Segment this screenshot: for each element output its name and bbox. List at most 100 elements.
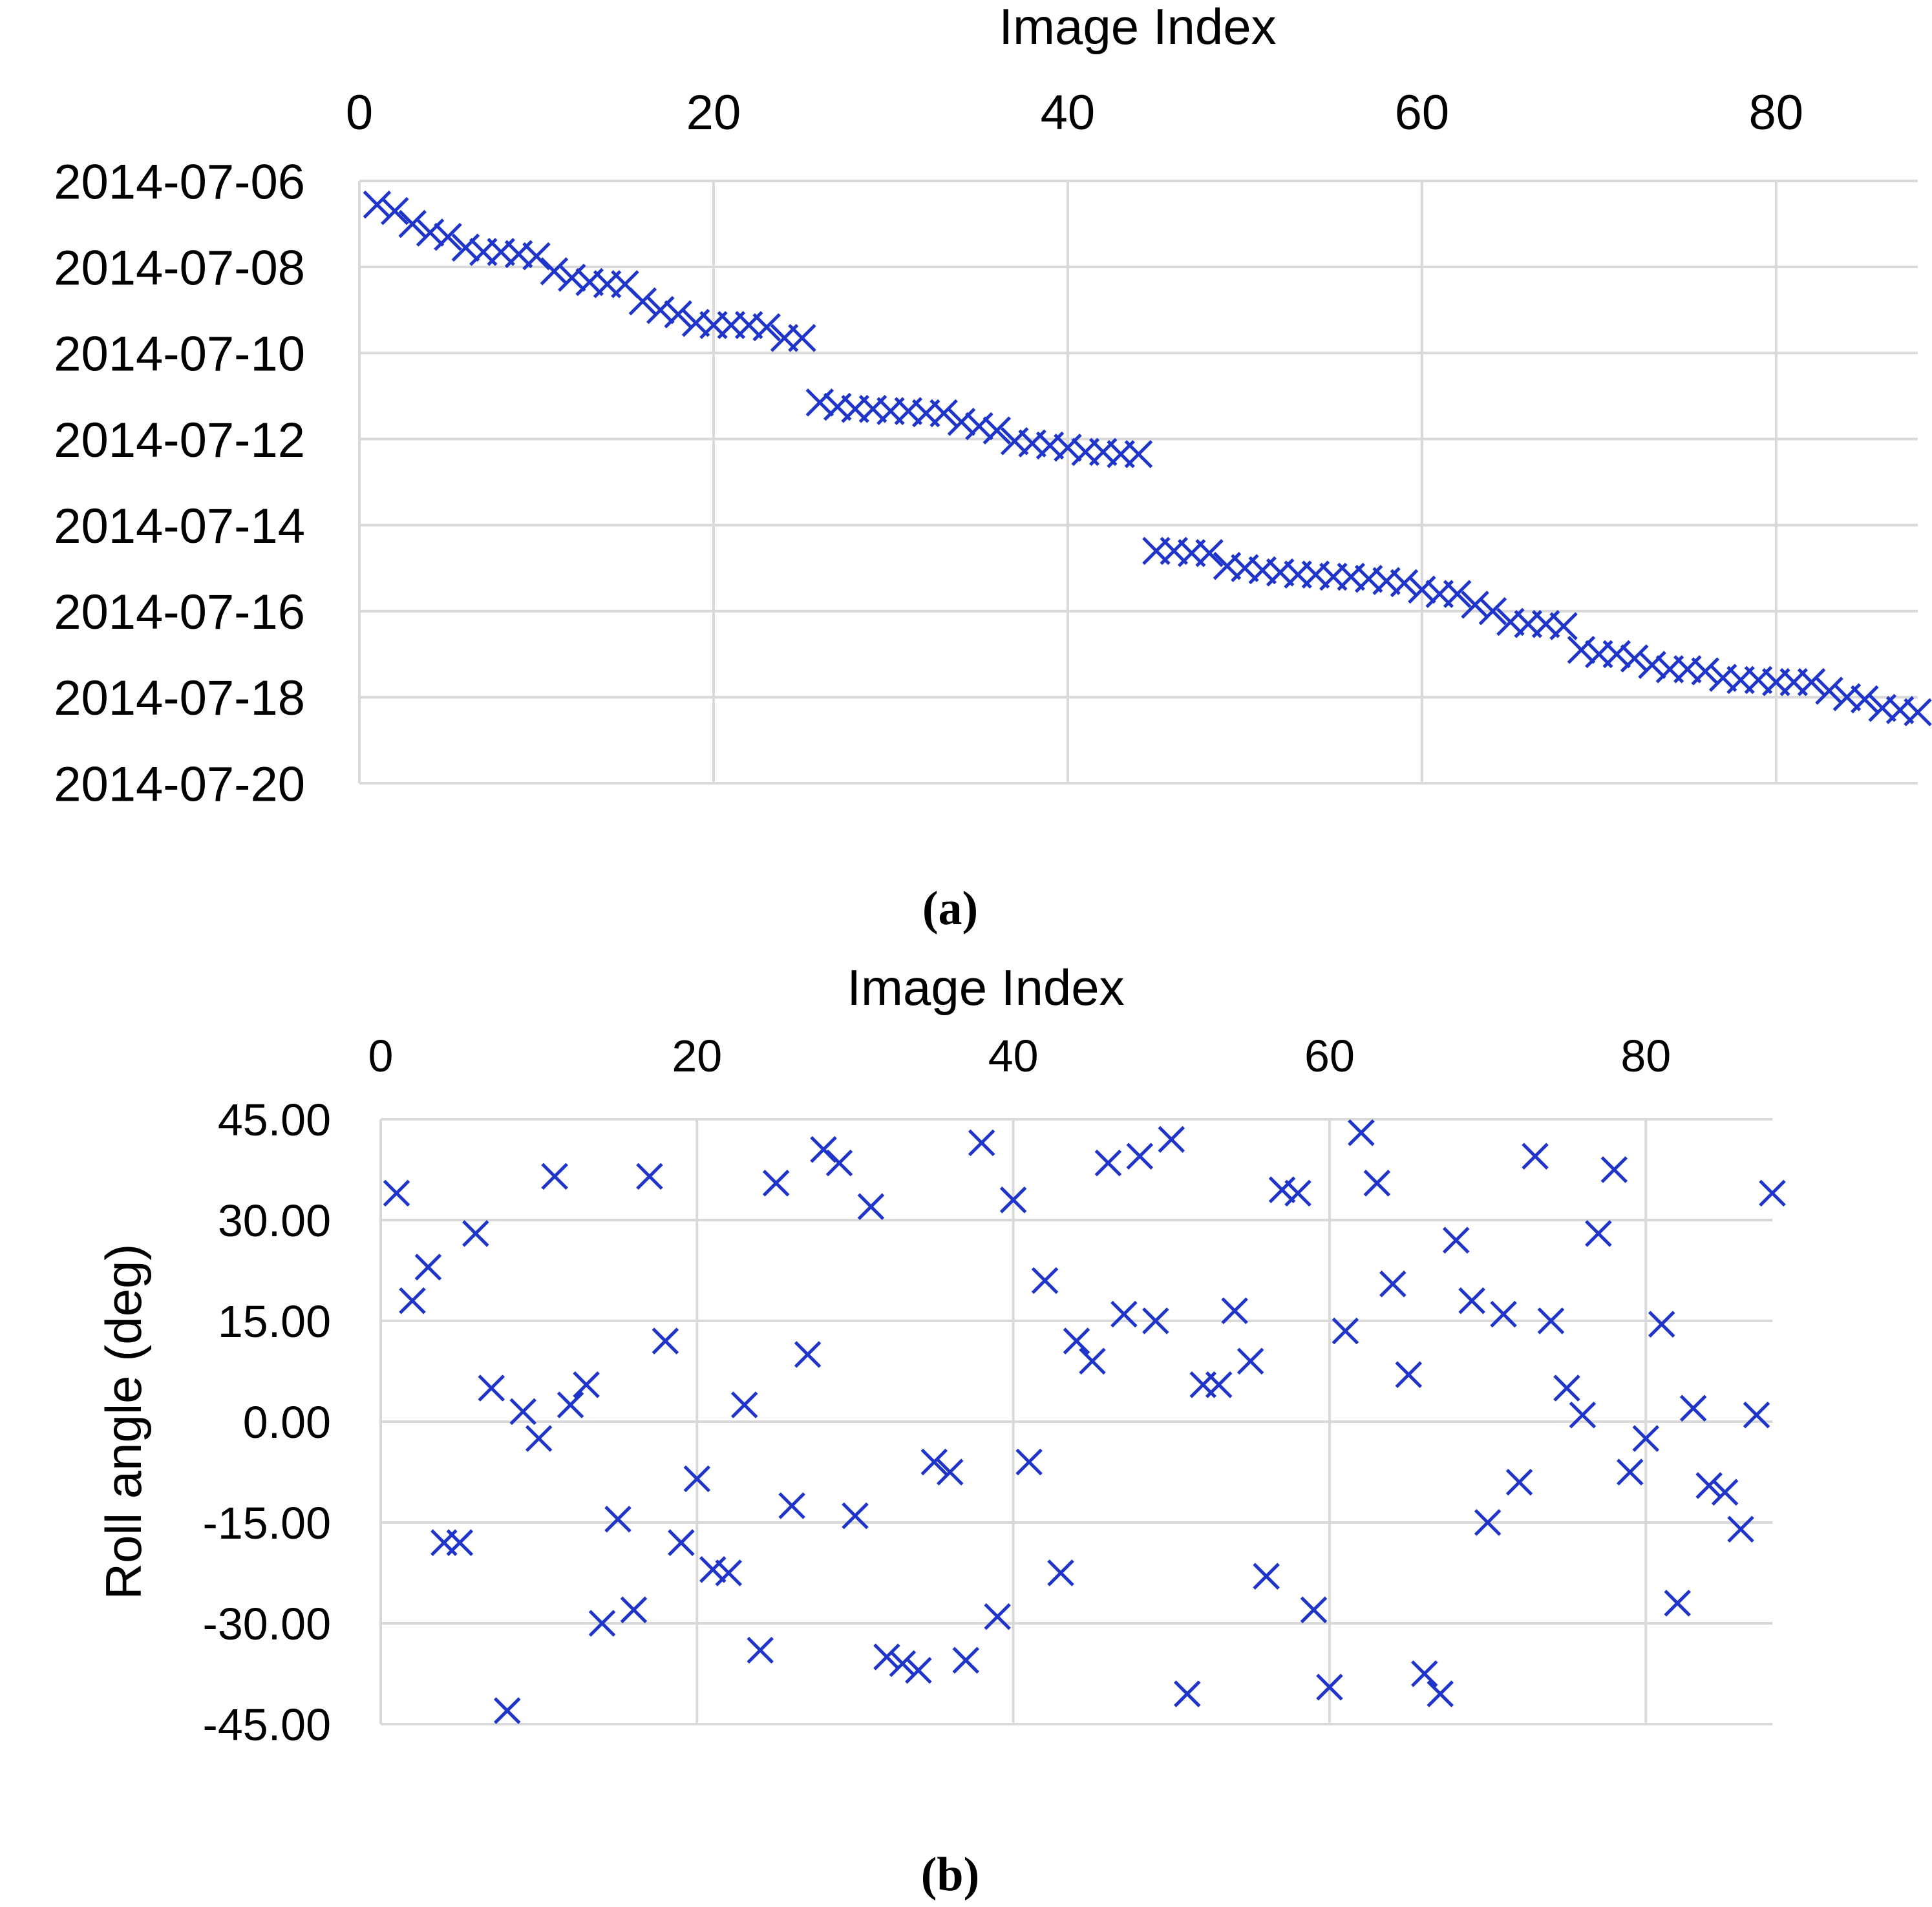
panel-b-x-tick-labels: 0 20 40 60 80	[368, 1031, 1672, 1081]
panel-b-marker-28	[810, 1136, 837, 1163]
panel-b-y-tick-label: -15.00	[203, 1498, 331, 1548]
panel-a-marker-73	[1638, 651, 1666, 679]
panel-b-marker-30	[842, 1502, 869, 1530]
panel-b-marker-38	[968, 1129, 995, 1157]
panel-a-marker-10	[522, 242, 551, 271]
panel-b-marker-77	[1585, 1220, 1612, 1247]
panel-b-marker-18	[652, 1327, 679, 1354]
panel-b-marker-53	[1205, 1371, 1233, 1398]
panel-b-marker-83	[1679, 1395, 1707, 1422]
panel-b-marker-10	[525, 1425, 553, 1452]
panel-b-marker-39	[984, 1603, 1011, 1630]
panel-a-marker-85	[1851, 685, 1879, 713]
panel-a-marker-33	[929, 399, 958, 428]
panel-b-marker-58	[1284, 1179, 1311, 1207]
panel-b-marker-63	[1363, 1170, 1391, 1197]
panel-a-marker-1	[363, 190, 392, 219]
panel-b-marker-6	[462, 1220, 489, 1247]
panel-b-x-tick-label: 20	[672, 1031, 722, 1081]
panel-b-marker-84	[1695, 1472, 1723, 1499]
panel-b-marker-60	[1316, 1674, 1343, 1701]
panel-a-marker-44	[1124, 439, 1153, 469]
panel-b-marker-86	[1727, 1515, 1754, 1543]
panel-a-marker-64	[1478, 596, 1507, 626]
panel-b-marker-82	[1664, 1590, 1691, 1617]
panel-a-marker-82	[1797, 668, 1826, 697]
panel-a-marker-76	[1691, 657, 1719, 686]
panel-b-y-tick-label: 45.00	[218, 1095, 331, 1145]
panel-b-markers	[383, 1119, 1786, 1724]
panel-b-marker-62	[1348, 1119, 1375, 1146]
panel-a-marker-68	[1549, 612, 1578, 640]
panel-b-marker-46	[1094, 1149, 1122, 1177]
panel-b-marker-25	[762, 1170, 790, 1197]
panel-a-marker-35	[965, 412, 993, 441]
panel-a-y-tick-label: 2014-07-08	[54, 241, 305, 296]
panel-b-y-tick-label: -45.00	[203, 1700, 331, 1750]
panel-a-marker-60	[1408, 575, 1436, 604]
panel-a-marker-36	[982, 416, 1012, 445]
panel-b-marker-48	[1126, 1143, 1154, 1170]
panel-b-marker-50	[1158, 1126, 1185, 1153]
panel-a-marker-23	[752, 313, 781, 342]
panel-a-marker-71	[1602, 640, 1631, 669]
panel-a-marker-6	[451, 233, 480, 262]
panel-a-marker-2	[381, 196, 409, 226]
panel-b-marker-76	[1569, 1401, 1597, 1429]
panel-a-marker-40	[1054, 433, 1082, 462]
panel-a-x-tick-labels: 0 20 40 60 80	[346, 85, 1803, 140]
panel-b-marker-54	[1221, 1297, 1248, 1325]
panel-a-y-tick-label: 2014-07-18	[54, 671, 305, 726]
panel-b-marker-20	[683, 1465, 711, 1493]
panel-a-y-tick-labels: 2014-07-06 2014-07-08 2014-07-10 2014-07-12…	[54, 154, 305, 812]
panel-a-y-tick-label: 2014-07-06	[54, 154, 305, 209]
panel-b-marker-55	[1237, 1347, 1264, 1375]
panel-b-marker-85	[1711, 1479, 1739, 1506]
panel-b-label: (b)	[921, 1848, 979, 1901]
panel-b-y-tick-labels: 45.00 30.00 15.00 0.00 -15.00 -30.00 -45.00	[203, 1095, 331, 1750]
panel-a-y-tick-label: 2014-07-16	[54, 585, 305, 640]
panel-b-marker-26	[778, 1492, 805, 1519]
panel-a-marker-12	[558, 264, 586, 292]
panel-b-marker-61	[1332, 1317, 1359, 1345]
panel-b-marker-72	[1505, 1468, 1533, 1496]
panel-b-marker-13	[573, 1371, 600, 1398]
panel-a-chart: 0 20 40 60 80 2014-07-06 2014-07-08 2014-07-10…	[54, 0, 1932, 935]
panel-a-marker-25	[788, 324, 816, 352]
panel-b-marker-81	[1648, 1311, 1675, 1338]
panel-b-x-tick-label: 40	[988, 1031, 1039, 1081]
panel-b-marker-64	[1379, 1270, 1407, 1298]
panel-a-markers	[363, 190, 1932, 726]
panel-a-x-tick-label: 0	[346, 85, 373, 140]
panel-a-marker-63	[1461, 590, 1489, 619]
panel-a-marker-72	[1620, 644, 1649, 673]
panel-b-marker-8	[493, 1697, 521, 1724]
panel-b-marker-21	[699, 1556, 727, 1583]
panel-a-marker-62	[1443, 580, 1472, 608]
panel-a-marker-48	[1195, 539, 1224, 567]
panel-a-marker-69	[1567, 635, 1596, 664]
panel-b-marker-47	[1110, 1300, 1138, 1328]
panel-b-marker-9	[509, 1398, 536, 1426]
panel-b-y-tick-label: 30.00	[218, 1196, 331, 1246]
panel-b-marker-17	[636, 1163, 663, 1190]
panel-a-y-tick-label: 2014-07-10	[54, 327, 305, 382]
panel-b-marker-88	[1759, 1179, 1786, 1207]
panel-a-marker-34	[947, 408, 976, 436]
panel-a-x-tick-label: 20	[686, 85, 741, 140]
panel-a-gridlines	[358, 180, 1918, 785]
panel-b-marker-56	[1253, 1563, 1280, 1590]
panel-a-marker-18	[664, 300, 692, 329]
panel-b-gridlines	[379, 1118, 1772, 1725]
panel-a-x-tick-label: 60	[1395, 85, 1450, 140]
panel-b-marker-33	[889, 1650, 917, 1678]
panel-b-marker-78	[1600, 1156, 1628, 1183]
panel-b-marker-79	[1617, 1459, 1644, 1486]
panel-b-marker-2	[399, 1287, 426, 1314]
panel-b-marker-34	[905, 1657, 932, 1684]
panel-a-label: (a)	[922, 882, 978, 935]
panel-b-marker-5	[446, 1529, 474, 1556]
panel-b-marker-42	[1031, 1267, 1059, 1294]
panel-b-marker-45	[1079, 1347, 1106, 1375]
